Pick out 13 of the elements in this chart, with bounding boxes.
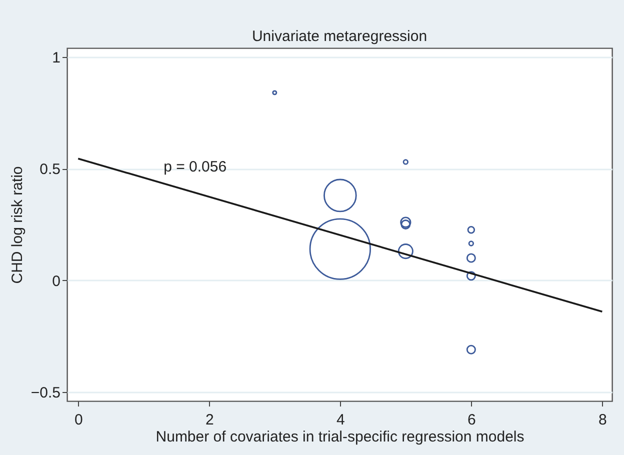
x-tick-label: 0 — [74, 412, 83, 428]
chart-title: Univariate metaregression — [252, 28, 428, 45]
y-tick-label: 0.5 — [40, 161, 60, 178]
x-tick-label: 6 — [467, 412, 476, 428]
x-tick-label: 4 — [336, 412, 345, 428]
y-tick-label: 1 — [52, 49, 60, 66]
y-axis-title: CHD log risk ratio — [8, 166, 26, 284]
x-axis-title: Number of covariates in trial-specific regression models — [156, 428, 524, 446]
annotation: p = 0.056 — [164, 158, 227, 176]
y-tick-label: 0 — [52, 272, 60, 290]
y-tick-label: −0.5 — [30, 384, 60, 402]
x-tick-label: 8 — [598, 412, 607, 428]
x-tick-label: 2 — [205, 412, 214, 428]
